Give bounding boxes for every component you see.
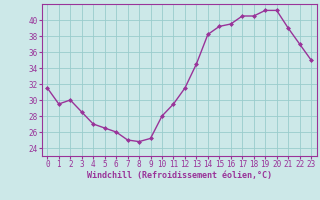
X-axis label: Windchill (Refroidissement éolien,°C): Windchill (Refroidissement éolien,°C) xyxy=(87,171,272,180)
